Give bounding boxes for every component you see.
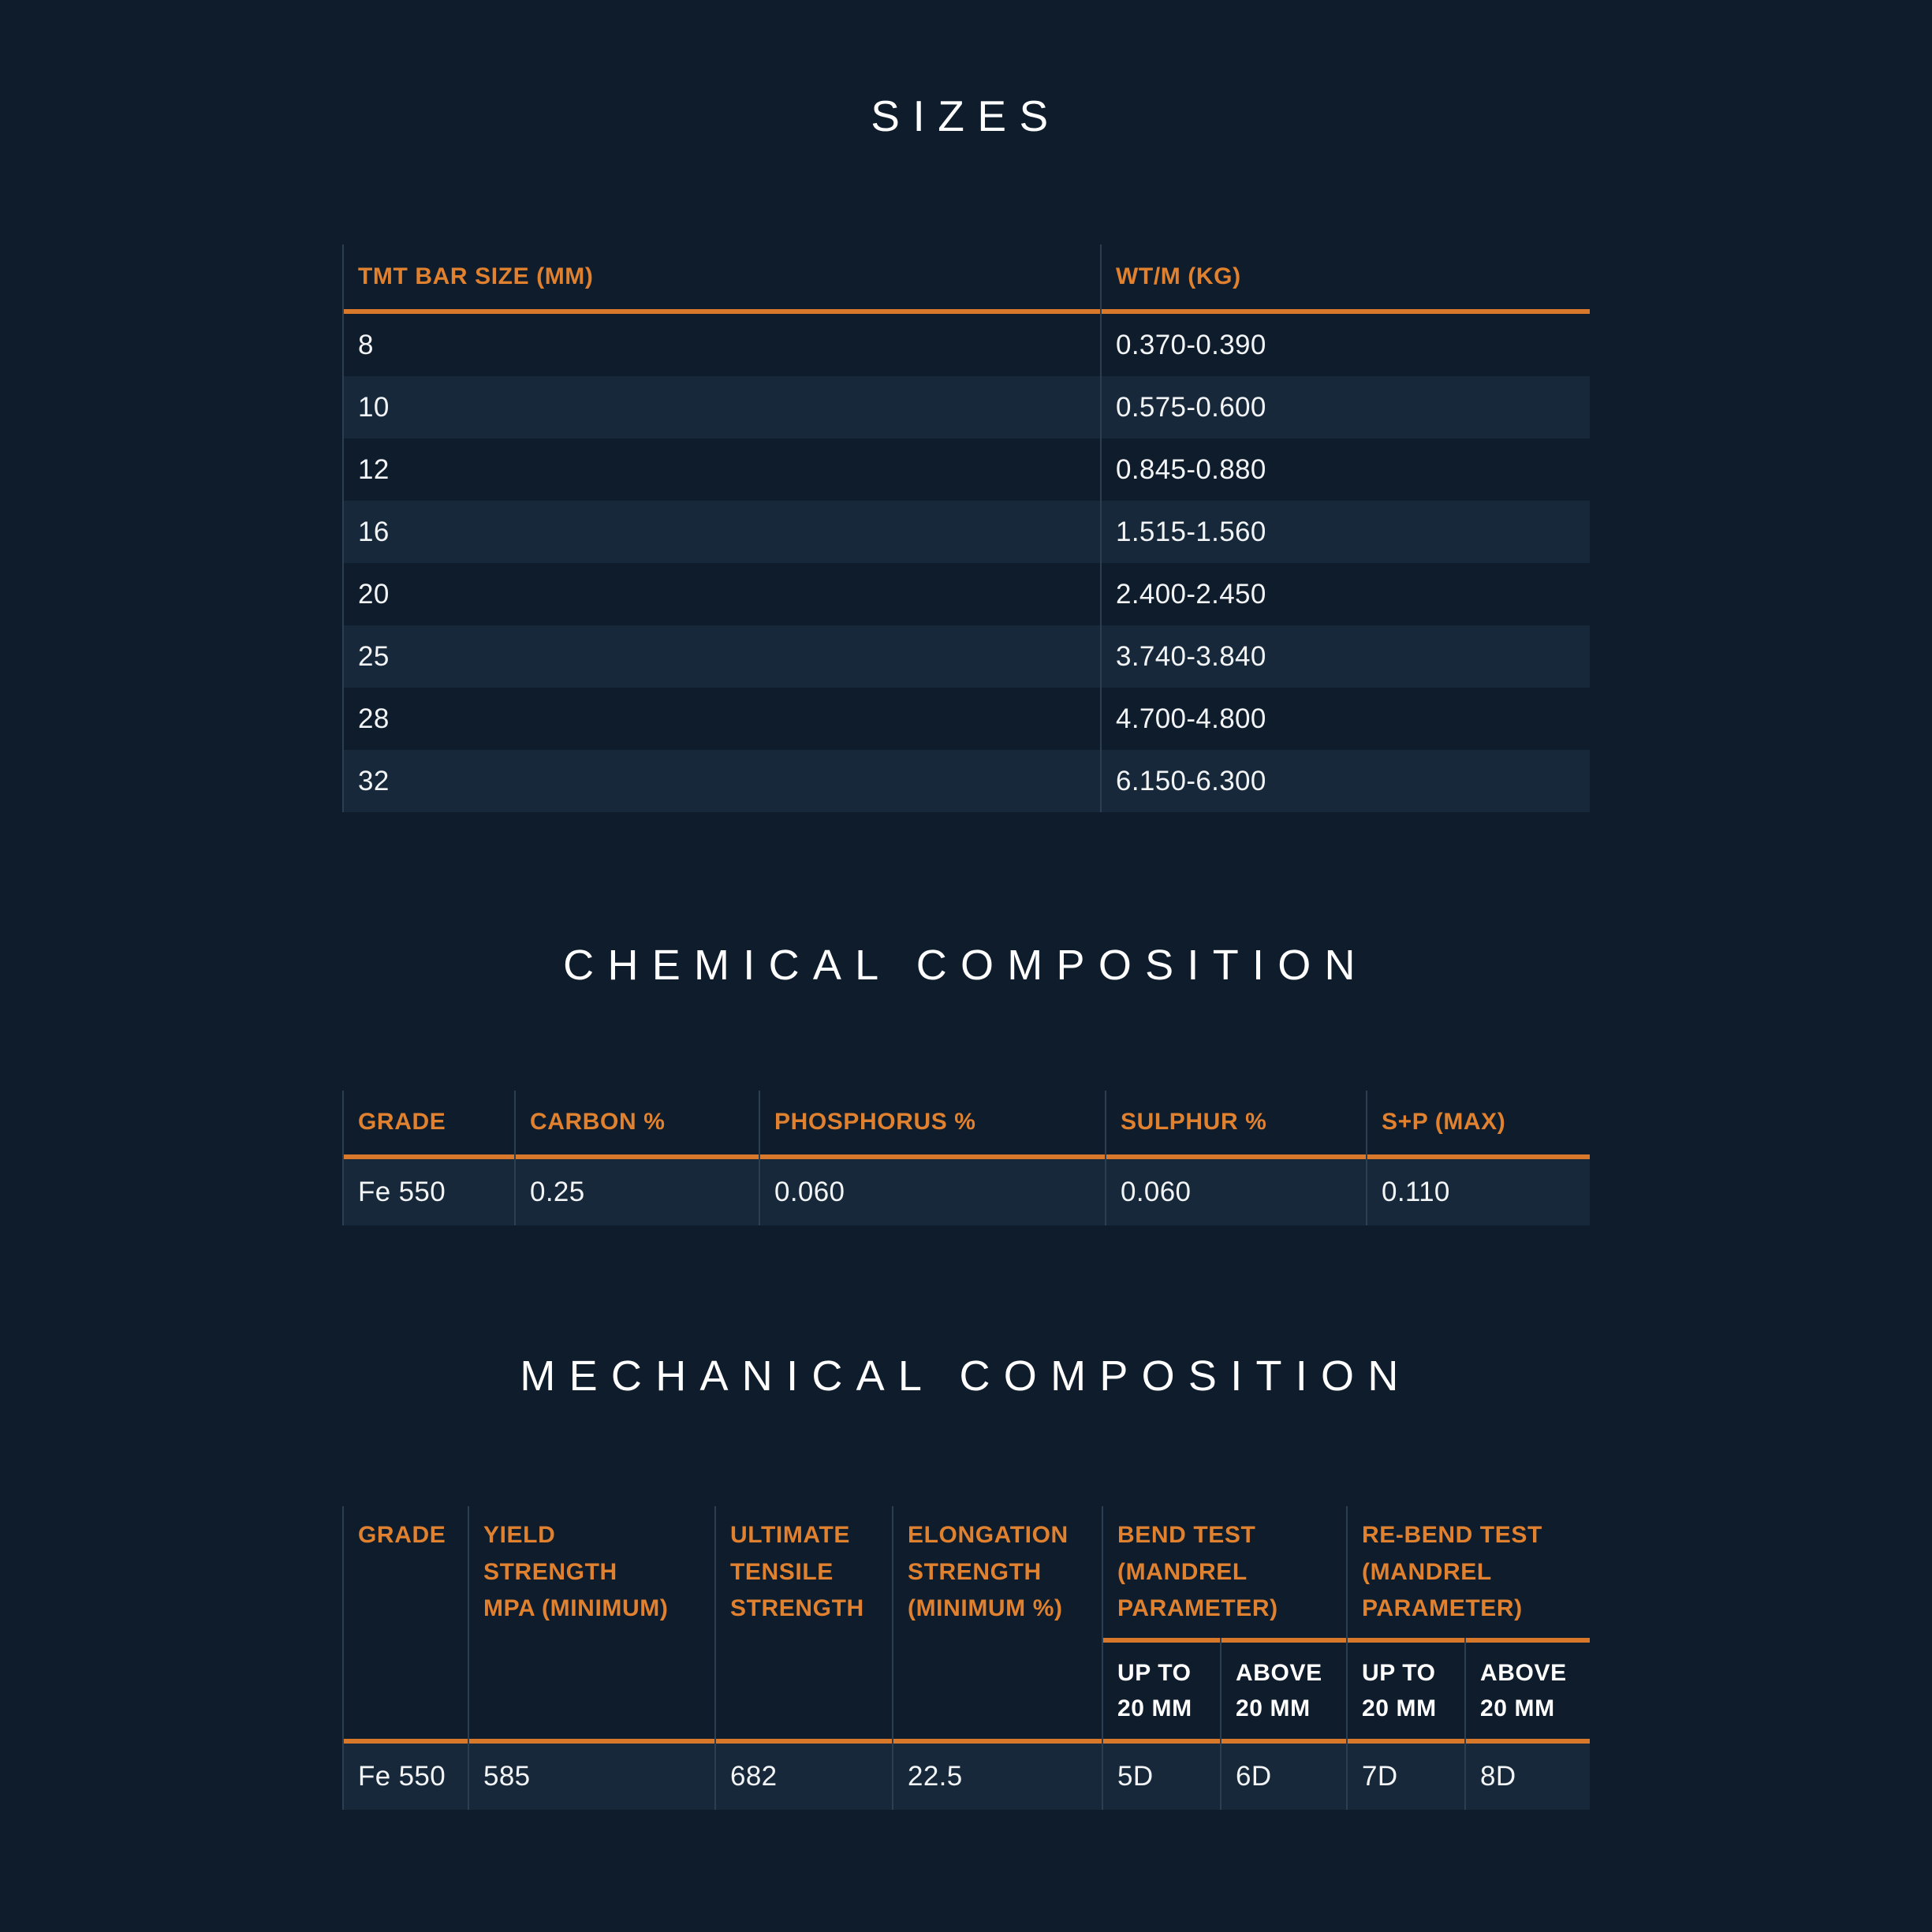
table-row: Fe 550 0.25 0.060 0.060 0.110 [342,1159,1590,1225]
sp-max-cell: 0.110 [1382,1177,1450,1207]
column-divider [759,1091,760,1225]
table-row: 20 2.400-2.450 [342,563,1590,625]
yield-strength-cell: 585 [483,1761,531,1792]
table-row: 10 0.575-0.600 [342,376,1590,438]
subcolumn-divider [1464,1638,1466,1810]
phosphorus-cell: 0.060 [774,1177,845,1207]
column-divider [892,1506,893,1810]
sizes-table: TMT BAR SIZE (MM) WT/M (KG) 8 0.370-0.39… [342,244,1590,812]
sizes-section-title: SIZES [871,91,1061,140]
column-divider [342,1506,344,1810]
mechanical-subheader-row: UP TO 20 MM ABOVE 20 MM UP TO 20 MM ABOV… [1102,1643,1590,1739]
mechanical-section-title: MECHANICAL COMPOSITION [520,1352,1412,1400]
rebend-above-cell: 8D [1480,1761,1516,1792]
table-row: 25 3.740-3.840 [342,625,1590,688]
chemical-table: GRADE CARBON % PHOSPHORUS % SULPHUR % S+… [342,1091,1590,1225]
mechanical-header-grade: GRADE [358,1522,446,1548]
rebend-above-20mm-subheader: ABOVE 20 MM [1480,1660,1567,1721]
mechanical-table: GRADE YIELD STRENGTH MPA (MINIMUM) ULTIM… [342,1506,1590,1810]
weight-cell: 0.370-0.390 [1116,329,1266,360]
ultimate-tensile-cell: 682 [730,1761,778,1792]
carbon-cell: 0.25 [530,1177,585,1207]
column-divider [1346,1506,1348,1810]
column-divider [342,1091,344,1225]
table-row: 8 0.370-0.390 [342,314,1590,376]
sizes-table-header-row: TMT BAR SIZE (MM) WT/M (KG) [342,244,1590,309]
weight-cell: 2.400-2.450 [1116,578,1266,610]
bar-size-cell: 10 [358,391,390,423]
weight-cell: 3.740-3.840 [1116,640,1266,672]
rebend-upto-20mm-subheader: UP TO 20 MM [1362,1660,1437,1721]
weight-cell: 6.150-6.300 [1116,765,1266,796]
column-divider [1105,1091,1106,1225]
mechanical-group-header-row: GRADE YIELD STRENGTH MPA (MINIMUM) ULTIM… [342,1506,1590,1638]
bend-upto-20mm-subheader: UP TO 20 MM [1117,1660,1192,1721]
bar-size-cell: 28 [358,703,390,734]
weight-cell: 0.845-0.880 [1116,453,1266,485]
column-divider [468,1506,469,1810]
chemical-table-header-row: GRADE CARBON % PHOSPHORUS % SULPHUR % S+… [342,1091,1590,1154]
table-row: 32 6.150-6.300 [342,750,1590,812]
mechanical-header-ultimate-tensile: ULTIMATE TENSILE STRENGTH [730,1522,864,1621]
table-row: Fe 550 585 682 22.5 5D 6D 7D 8D [342,1744,1590,1810]
chemical-header-phosphorus: PHOSPHORUS % [774,1109,976,1136]
bend-above-20mm-subheader: ABOVE 20 MM [1236,1660,1322,1721]
sizes-header-weight: WT/M (KG) [1116,263,1241,289]
column-divider [1100,244,1102,812]
mechanical-header-yield-strength: YIELD STRENGTH MPA (MINIMUM) [483,1522,669,1621]
sulphur-cell: 0.060 [1121,1177,1192,1207]
column-divider [1102,1506,1103,1810]
mechanical-header-elongation: ELONGATION STRENGTH (MINIMUM %) [908,1522,1069,1621]
bar-size-cell: 12 [358,453,390,485]
sizes-header-rule [342,309,1590,314]
elongation-cell: 22.5 [908,1761,963,1792]
column-divider [1366,1091,1367,1225]
weight-cell: 1.515-1.560 [1116,516,1266,547]
bar-size-cell: 8 [358,329,374,360]
grade-cell: Fe 550 [358,1177,446,1207]
mechanical-header-rebend-test: RE-BEND TEST (MANDREL PARAMETER) [1362,1522,1542,1621]
chemical-header-carbon: CARBON % [530,1109,666,1136]
rebend-upto-cell: 7D [1362,1761,1398,1792]
column-divider [714,1506,716,1810]
bar-size-cell: 25 [358,640,390,672]
bar-size-cell: 32 [358,765,390,796]
table-row: 16 1.515-1.560 [342,501,1590,563]
subcolumn-divider [1220,1638,1221,1810]
table-row: 28 4.700-4.800 [342,688,1590,750]
bend-test-header-rule [1102,1638,1590,1643]
column-divider [514,1091,516,1225]
weight-cell: 0.575-0.600 [1116,391,1266,423]
chemical-section-title: CHEMICAL COMPOSITION [563,942,1369,989]
mechanical-header-bend-test: BEND TEST (MANDREL PARAMETER) [1117,1522,1278,1621]
sizes-header-bar-size: TMT BAR SIZE (MM) [358,263,594,289]
chemical-header-rule [342,1154,1590,1159]
weight-cell: 4.700-4.800 [1116,703,1266,734]
bend-upto-cell: 5D [1117,1761,1154,1792]
chemical-header-grade: GRADE [358,1109,446,1136]
column-divider [342,244,344,812]
chemical-header-sp-max: S+P (MAX) [1382,1109,1506,1136]
grade-cell: Fe 550 [358,1761,446,1792]
bar-size-cell: 16 [358,516,390,547]
chemical-header-sulphur: SULPHUR % [1121,1109,1267,1136]
bend-above-cell: 6D [1236,1761,1272,1792]
mechanical-header-rule [342,1739,1590,1744]
table-row: 12 0.845-0.880 [342,438,1590,501]
bar-size-cell: 20 [358,578,390,610]
